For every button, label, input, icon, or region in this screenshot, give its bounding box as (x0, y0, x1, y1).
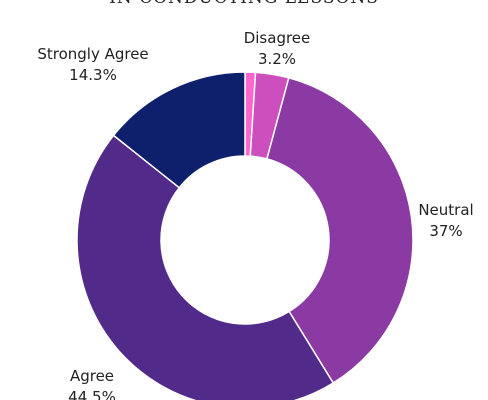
slice-agree (76, 134, 335, 400)
label-disagree: Disagree 3.2% (222, 28, 332, 70)
label-agree: Agree 44.5% (52, 366, 132, 400)
label-disagree-value: 3.2% (257, 50, 297, 68)
slice-neutral (265, 76, 414, 384)
donut-slices (76, 71, 414, 400)
label-disagree-name: Disagree (243, 29, 311, 47)
label-neutral-name: Neutral (418, 201, 474, 219)
label-strongly-agree-name: Strongly Agree (37, 45, 149, 63)
label-strongly-agree-value: 14.3% (69, 66, 117, 84)
label-neutral-value: 37% (429, 222, 463, 240)
label-neutral: Neutral 37% (404, 200, 488, 242)
label-agree-name: Agree (69, 367, 115, 385)
label-agree-value: 44.5% (68, 388, 116, 400)
chart-title: IN CONDUCTING LESSONS (0, 0, 488, 8)
label-strongly-agree: Strongly Agree 14.3% (28, 44, 158, 86)
slice-strongly-agree (112, 71, 246, 189)
